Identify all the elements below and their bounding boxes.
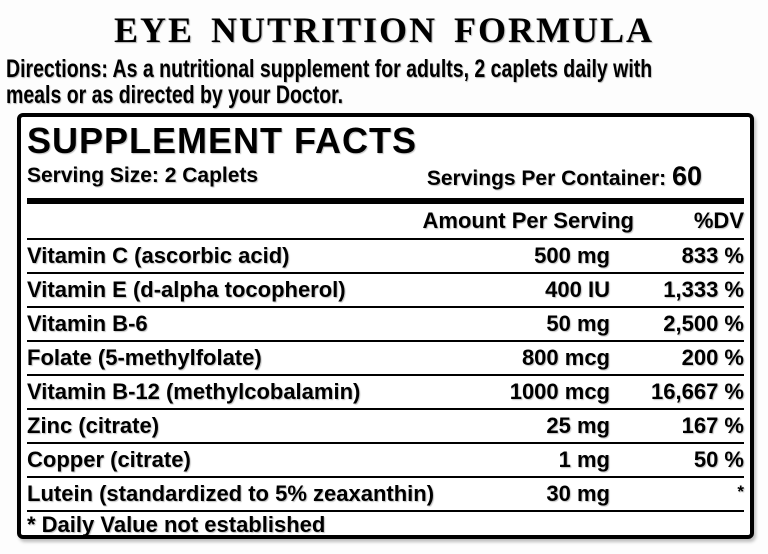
nutrient-amount: 30 mg	[546, 481, 610, 506]
panel-header: SUPPLEMENT FACTS Serving Size: 2 Caplets…	[27, 117, 744, 204]
nutrient-row-vitamin-b12: Vitamin B-12 (methylcobalamin) 1000 mcg …	[27, 376, 744, 410]
nutrient-amount: 800 mcg	[521, 345, 610, 370]
product-title: EYE NUTRITION FORMULA	[113, 10, 655, 50]
nutrient-name: Vitamin B-6	[27, 311, 148, 336]
nutrient-amount: 1000 mcg	[509, 379, 610, 404]
panel-title: SUPPLEMENT FACTS	[27, 120, 418, 161]
nutrient-amount: 400 IU	[545, 277, 610, 302]
nutrient-dv: 50 %	[693, 447, 744, 472]
directions-line-1: Directions: As a nutritional supplement …	[6, 55, 653, 83]
nutrient-name: Lutein (standardized to 5% zeaxanthin)	[27, 481, 435, 506]
nutrient-dv: 16,667 %	[651, 379, 744, 404]
dv-column-header: %DV	[693, 208, 744, 233]
nutrient-name: Vitamin C (ascorbic acid)	[27, 243, 290, 268]
nutrient-name: Folate (5-methylfolate)	[27, 345, 262, 370]
supplement-facts-panel: SUPPLEMENT FACTS Serving Size: 2 Caplets…	[17, 113, 754, 539]
serving-info-row: Serving Size: 2 Caplets Servings Per Con…	[27, 161, 744, 191]
nutrient-amount: 25 mg	[546, 413, 610, 438]
nutrient-name: Zinc (citrate)	[27, 413, 160, 438]
servings-per-container-value: 60	[671, 161, 702, 191]
servings-per-container-label: Servings Per Container:	[426, 167, 672, 190]
directions-text: Directions: As a nutritional supplement …	[6, 55, 653, 109]
serving-size-text: Serving Size: 2 Caplets	[27, 164, 259, 187]
nutrient-row-copper: Copper (citrate) 1 mg 50 %	[27, 444, 744, 478]
nutrient-row-vitamin-b6: Vitamin B-6 50 mg 2,500 %	[27, 308, 744, 342]
servings-per-container: Servings Per Container: 60	[426, 161, 744, 191]
nutrient-name: Vitamin E (d-alpha tocopherol)	[27, 277, 346, 302]
nutrient-row-vitamin-e: Vitamin E (d-alpha tocopherol) 400 IU 1,…	[27, 274, 744, 308]
nutrient-dv-asterisk: *	[737, 482, 744, 501]
amount-column-header: Amount Per Serving	[422, 208, 634, 233]
nutrient-amount: 500 mg	[534, 243, 610, 268]
nutrient-row-lutein: Lutein (standardized to 5% zeaxanthin) 3…	[27, 478, 744, 512]
nutrient-name: Vitamin B-12 (methylcobalamin)	[27, 379, 361, 404]
nutrient-amount: 1 mg	[558, 447, 610, 472]
directions-line-2: meals or as directed by your Doctor.	[6, 81, 344, 109]
nutrient-amount: 50 mg	[546, 311, 610, 336]
nutrient-row-folate: Folate (5-methylfolate) 800 mcg 200 %	[27, 342, 744, 376]
nutrient-dv: 833 %	[681, 243, 744, 268]
nutrient-dv: 167 %	[681, 413, 744, 438]
nutrient-name: Copper (citrate)	[27, 447, 191, 472]
nutrient-dv: 2,500 %	[663, 311, 744, 336]
daily-value-footnote: * Daily Value not established	[27, 512, 326, 537]
nutrient-dv: 1,333 %	[663, 277, 744, 302]
nutrient-row-vitamin-c: Vitamin C (ascorbic acid) 500 mg 833 %	[27, 240, 744, 274]
nutrient-row-zinc: Zinc (citrate) 25 mg 167 %	[27, 410, 744, 444]
nutrient-dv: 200 %	[681, 345, 744, 370]
column-header-row: Amount Per Serving %DV	[27, 204, 744, 240]
